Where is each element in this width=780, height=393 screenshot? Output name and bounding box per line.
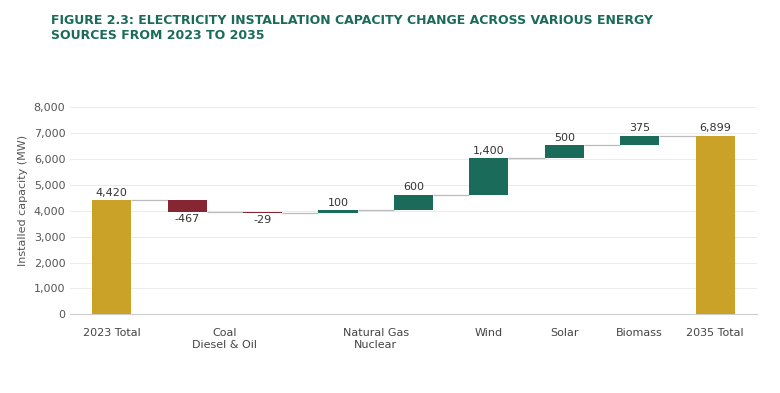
Bar: [92, 200, 131, 314]
Text: 6,899: 6,899: [699, 123, 731, 133]
Text: 600: 600: [403, 182, 424, 192]
Bar: [544, 145, 584, 158]
Text: 375: 375: [629, 123, 651, 133]
Bar: [470, 158, 509, 195]
Text: 2035 Total: 2035 Total: [686, 328, 744, 338]
Text: -467: -467: [175, 214, 200, 224]
Bar: [620, 136, 659, 145]
Text: Coal: Coal: [213, 328, 237, 338]
Bar: [696, 136, 735, 314]
Text: FIGURE 2.3: ELECTRICITY INSTALLATION CAPACITY CHANGE ACROSS VARIOUS ENERGY: FIGURE 2.3: ELECTRICITY INSTALLATION CAP…: [51, 14, 653, 27]
Text: Wind: Wind: [475, 328, 503, 338]
Text: Natural Gas: Natural Gas: [342, 328, 409, 338]
Y-axis label: Installed capacity (MW): Installed capacity (MW): [18, 135, 28, 266]
Text: Nuclear: Nuclear: [354, 340, 397, 349]
Bar: [168, 200, 207, 212]
Text: Diesel & Oil: Diesel & Oil: [193, 340, 257, 349]
Bar: [243, 212, 282, 213]
Text: 2023 Total: 2023 Total: [83, 328, 140, 338]
Text: SOURCES FROM 2023 TO 2035: SOURCES FROM 2023 TO 2035: [51, 29, 264, 42]
Text: 4,420: 4,420: [96, 187, 128, 198]
Text: -29: -29: [254, 215, 271, 225]
Text: Biomass: Biomass: [616, 328, 663, 338]
Text: 100: 100: [328, 198, 349, 208]
Bar: [318, 210, 357, 213]
Text: Solar: Solar: [550, 328, 579, 338]
Text: 1,400: 1,400: [473, 146, 505, 156]
Bar: [394, 195, 433, 210]
Text: 500: 500: [554, 133, 575, 143]
